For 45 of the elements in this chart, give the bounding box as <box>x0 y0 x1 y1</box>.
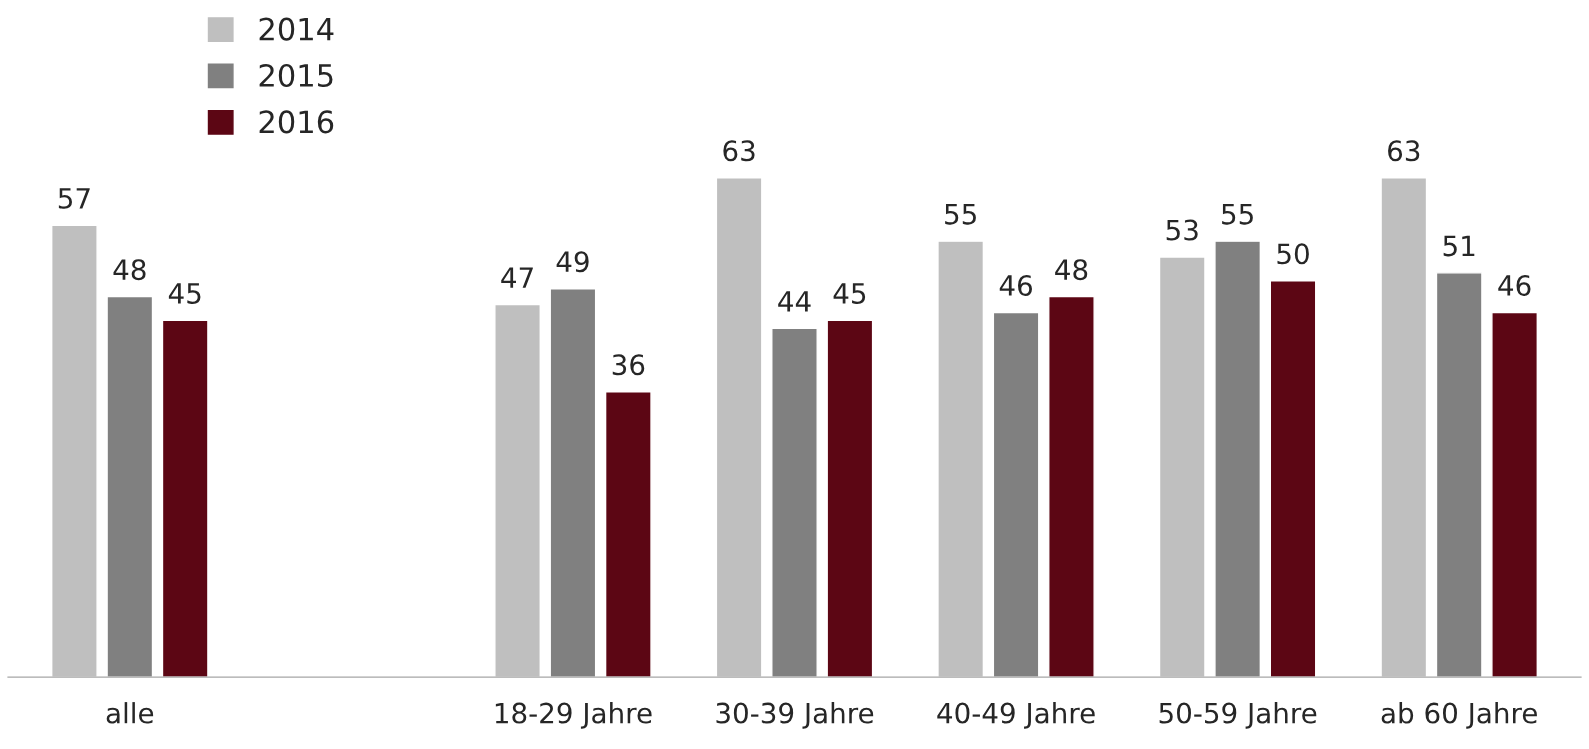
bar <box>1380 177 1428 678</box>
legend-label: 2016 <box>259 110 334 134</box>
data-label: 46 <box>1498 275 1531 297</box>
data-label: 63 <box>1388 140 1420 162</box>
bar <box>771 327 818 678</box>
bar <box>1491 311 1538 678</box>
data-label: 36 <box>612 354 645 376</box>
legend-label: 2015 <box>259 63 333 88</box>
legend-label: 2014 <box>259 17 334 41</box>
data-label: 44 <box>778 291 811 312</box>
data-label: 50 <box>1277 243 1309 265</box>
data-label: 49 <box>556 251 589 273</box>
bar <box>604 391 652 678</box>
data-label: 48 <box>1055 259 1088 281</box>
bar <box>494 303 541 678</box>
data-label: 47 <box>501 267 533 288</box>
data-label: 45 <box>168 283 201 304</box>
x-tick-label: alle <box>106 702 154 724</box>
x-tick-label: 30-39 Jahre <box>716 702 874 729</box>
bar <box>161 319 209 678</box>
data-label: 57 <box>58 188 90 209</box>
data-label: 48 <box>113 259 146 281</box>
x-tick-label: ab 60 Jahre <box>1381 702 1537 729</box>
bar <box>826 319 874 678</box>
x-tick-label: 40-49 Jahre <box>937 702 1095 729</box>
bar <box>715 177 763 678</box>
bar <box>1269 280 1317 678</box>
bar <box>106 295 154 678</box>
bar <box>937 240 985 678</box>
bar <box>992 311 1040 678</box>
data-label: 55 <box>945 204 976 225</box>
data-label: 45 <box>833 283 866 304</box>
data-label: 63 <box>723 140 755 162</box>
x-tick-label: 50-59 Jahre <box>1159 702 1317 729</box>
bar <box>1214 240 1262 678</box>
x-tick-label: 18-29 Jahre <box>495 702 652 729</box>
data-label: 51 <box>1443 235 1475 257</box>
bar <box>51 224 98 678</box>
data-label: 55 <box>1222 204 1253 225</box>
bar <box>549 288 597 678</box>
data-label: 53 <box>1166 219 1198 241</box>
bar <box>1048 295 1095 678</box>
data-label: 46 <box>999 275 1032 297</box>
bar <box>1158 256 1206 678</box>
bar <box>1435 272 1483 678</box>
